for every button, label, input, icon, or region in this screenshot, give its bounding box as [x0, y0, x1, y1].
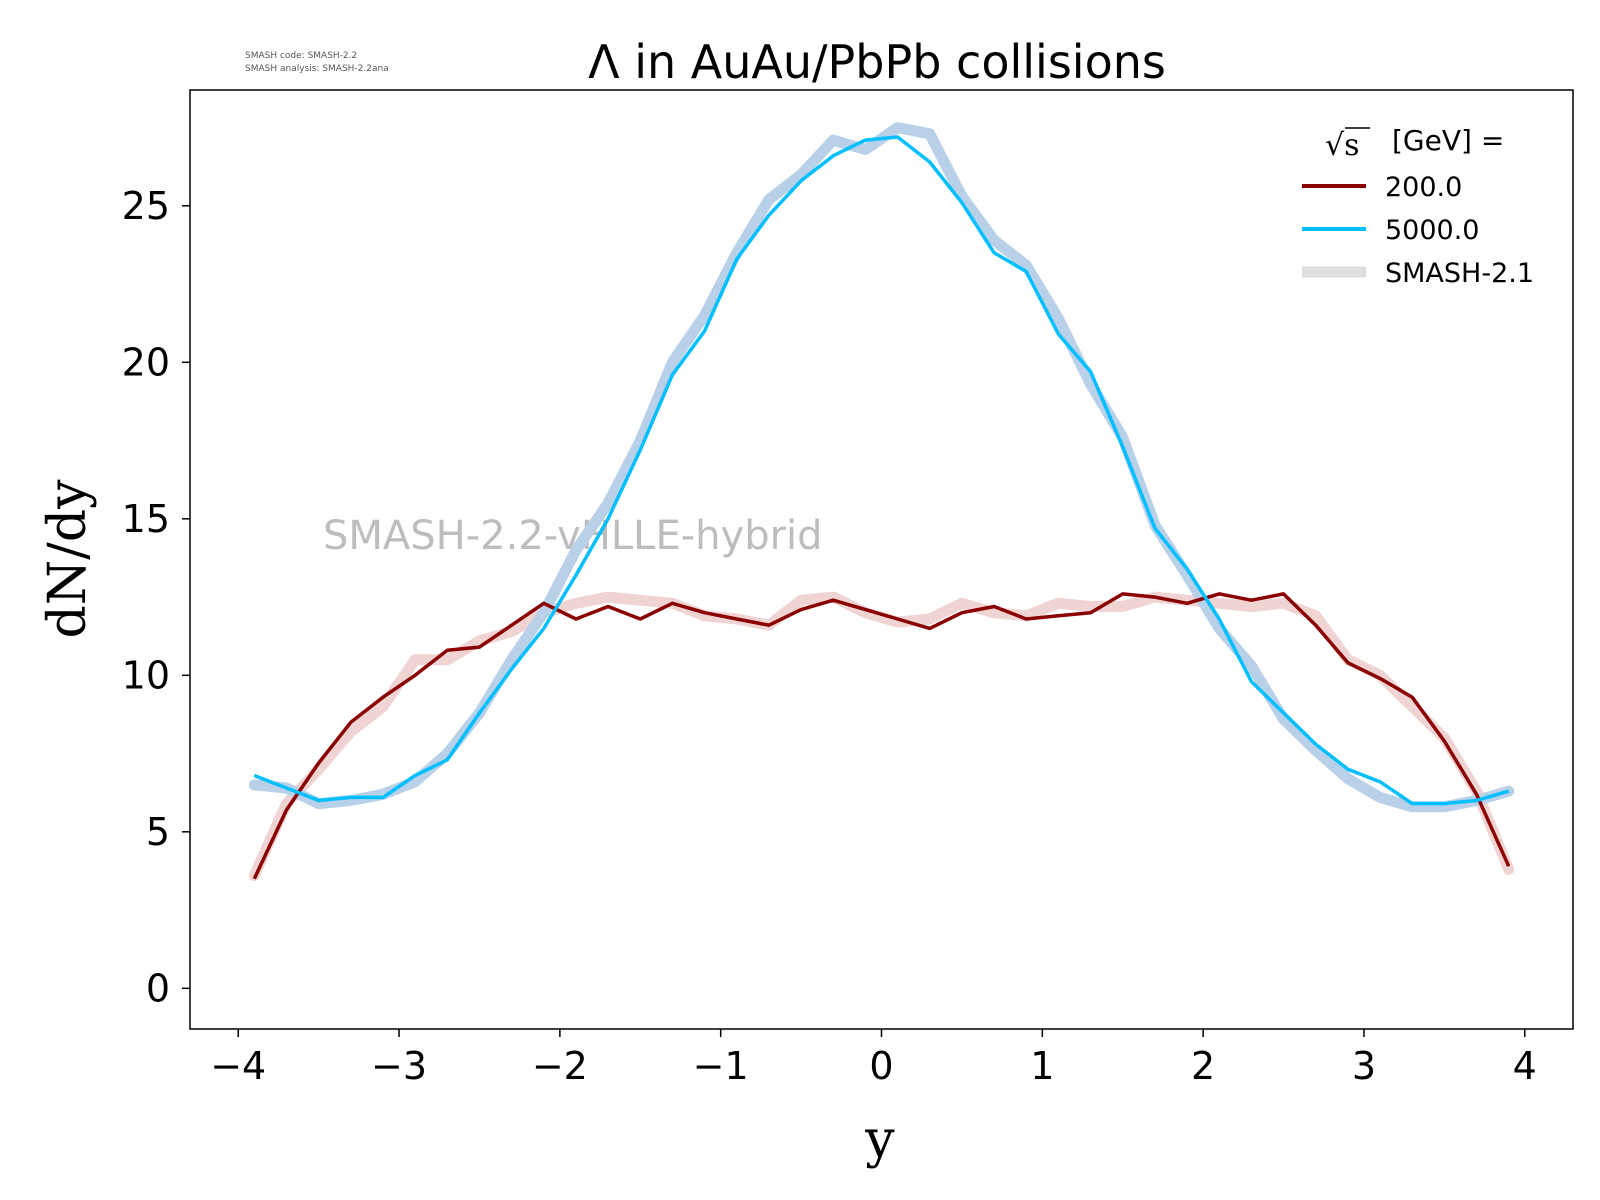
legend-title: [GeV] =: [1392, 124, 1504, 157]
x-tick-label: 3: [1352, 1044, 1376, 1088]
x-tick-label: 4: [1513, 1044, 1537, 1088]
x-tick-label: −4: [210, 1044, 266, 1088]
x-tick-label: 2: [1191, 1044, 1215, 1088]
x-axis: −4 −3 −2 −1 0 1 2 3 4: [210, 1029, 1537, 1088]
series-smash21-200-line: [248, 591, 1515, 882]
y-tick-label: 10: [122, 653, 170, 697]
y-tick-label: 5: [146, 810, 170, 854]
y-tick-label: 0: [146, 966, 170, 1010]
y-tick-label: 20: [122, 340, 170, 384]
x-tick-label: −1: [693, 1044, 749, 1088]
y-tick-label: 25: [122, 184, 170, 228]
x-axis-label: y: [864, 1110, 895, 1170]
y-tick-label: 15: [122, 497, 170, 541]
chart-title: Λ in AuAu/PbPb collisions: [588, 35, 1166, 89]
info-line-2: SMASH analysis: SMASH-2.2ana: [245, 64, 389, 74]
info-line-1: SMASH code: SMASH-2.2: [245, 51, 357, 61]
legend-label-200: 200.0: [1385, 172, 1462, 203]
legend-label-smash21: SMASH-2.1: [1385, 258, 1534, 289]
x-tick-label: 1: [1030, 1044, 1054, 1088]
legend: √s [GeV] = 200.0 5000.0 SMASH-2.1: [1302, 124, 1534, 289]
x-tick-label: −3: [371, 1044, 427, 1088]
series-200-line: [252, 592, 1511, 880]
x-tick-label: −2: [532, 1044, 588, 1088]
series-5000-line: [253, 135, 1510, 806]
y-axis: 0 5 10 15 20 25: [122, 184, 190, 1010]
legend-sqrt-symbol: √s: [1325, 128, 1360, 163]
x-tick-label: 0: [869, 1044, 893, 1088]
legend-label-5000: 5000.0: [1385, 215, 1479, 246]
series-layer: [248, 122, 1515, 882]
y-axis-label: dN/dy: [38, 479, 98, 639]
